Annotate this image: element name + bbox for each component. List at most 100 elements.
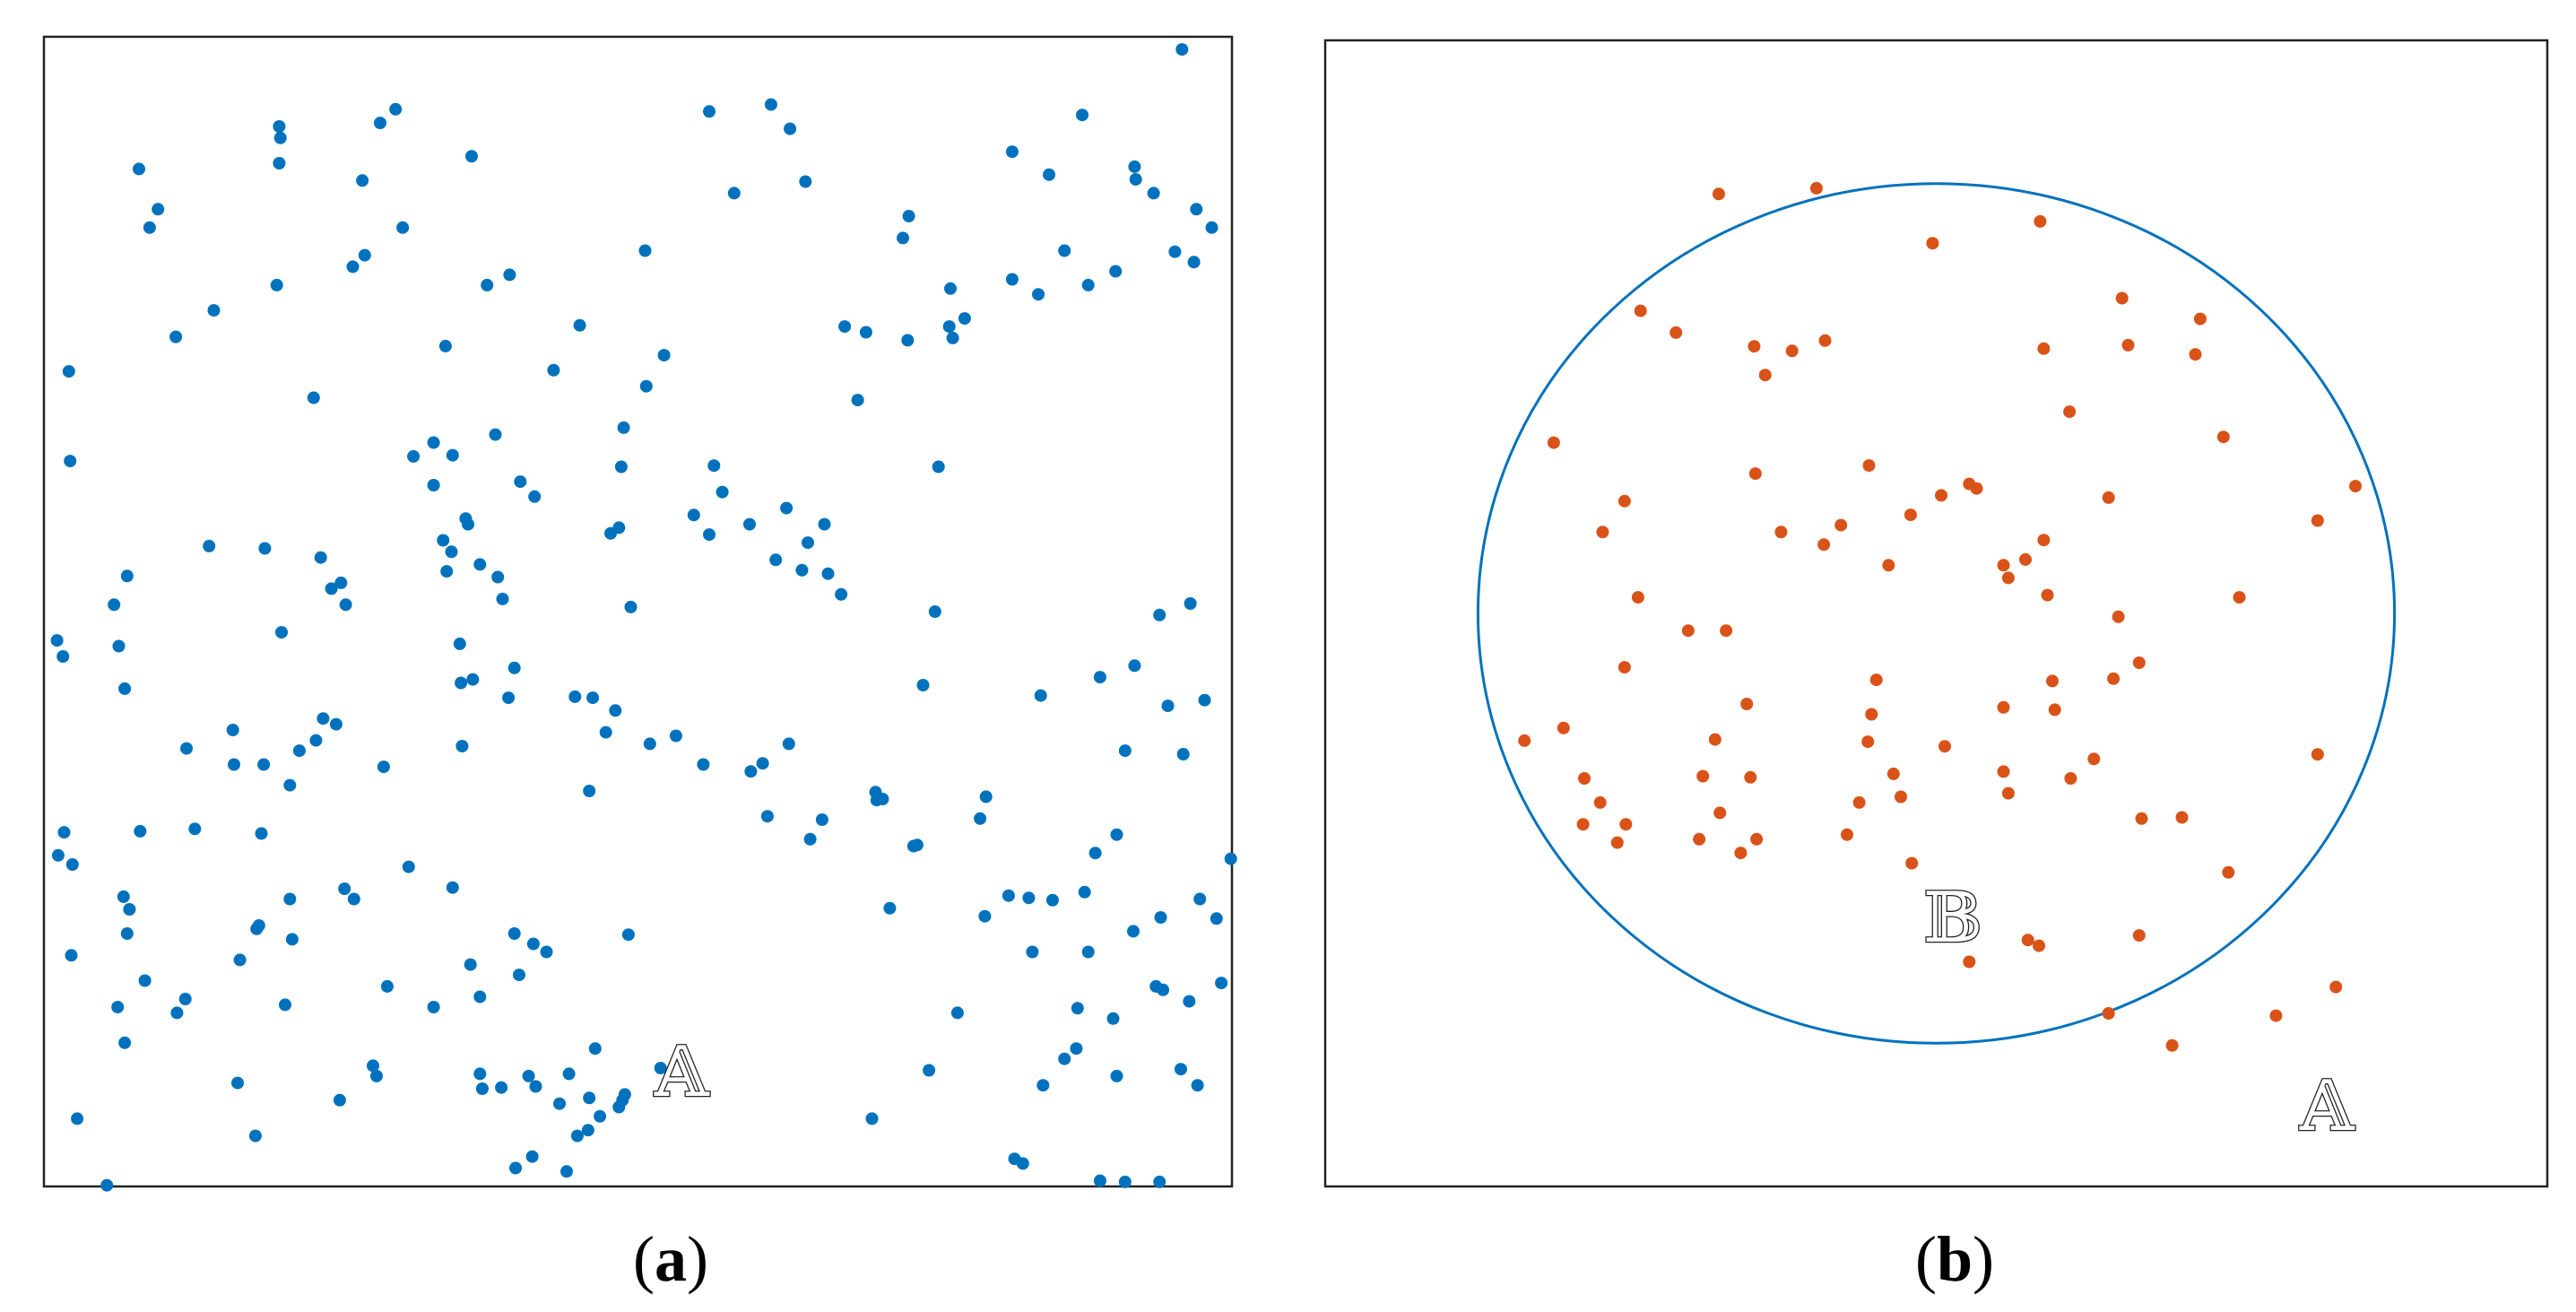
panel-a-point [339,598,352,612]
panel-a-point [226,724,239,736]
panel-a-point [455,740,469,752]
panel-a-point [528,490,542,503]
panel-a-point [1005,145,1019,159]
panel-b-point [2216,430,2230,444]
panel-b-point [2115,291,2129,305]
panel-b-point [1886,767,1900,780]
panel-a-point [50,634,64,647]
panel-a-point [446,881,459,894]
panel-a-point [178,993,192,1005]
panel-a-point [703,528,716,542]
panel-a-point [143,221,156,234]
panel-b-point [2063,405,2077,419]
panel-a-point [883,901,897,915]
panel-a-points [50,43,1237,1192]
panel-a-point [270,278,283,291]
panel-b-point [1834,518,1848,532]
panel-a-point [466,673,480,686]
panel-a-point [1210,912,1223,925]
panel-a-point [1128,659,1141,673]
panel-b-point [1817,538,1831,552]
panel-b-point [1785,344,1799,358]
panel-a-point [1036,1079,1050,1092]
panel-a-point [1161,699,1175,713]
panel-a-point [317,712,330,726]
panel-b-point [2189,348,2202,361]
panel-a-point [462,517,474,531]
panel-b-point [1693,832,1706,846]
panel-a-point [901,334,915,347]
panel-a-point [62,365,75,378]
panel-b-point [2019,552,2032,566]
panel-a-point [784,122,797,135]
panel-a-point [586,691,600,705]
panel-a-point [1153,608,1167,621]
panel-b-point [1905,856,1919,870]
panel-a-point [958,312,971,326]
panel-b-circle [1476,182,2397,1045]
panel-b-point [2311,514,2324,527]
panel-a-point [1110,1069,1123,1082]
panel-a-point [120,569,134,583]
panel-a-point [1032,288,1045,301]
panel-b-point [1744,770,1757,784]
panel-a-point [273,131,287,144]
panel-a-point [639,379,653,393]
panel-a-point [865,1112,879,1125]
panel-b-caption: (b) [1915,1223,1994,1295]
panel-a-point [334,576,348,589]
panel-a-point [942,320,956,334]
panel-a-point [897,231,909,245]
panel-a-point [118,1036,132,1049]
panel-b-inner-region-label: 𝔹 [1923,878,1982,959]
panel-a-point [950,1006,964,1020]
panel-a-point [906,839,920,853]
panel-a-point [367,1059,379,1073]
panel-a-point [248,1129,262,1143]
panel-a-point [916,679,930,691]
panel-a-point [902,210,915,222]
panel-a-point [514,475,527,489]
panel-a-point [1127,925,1140,938]
panel-b: 𝔹 𝔸 [1323,39,2549,1188]
panel-a-point [562,1067,576,1081]
panel-b-point [2165,1038,2179,1052]
panel-b-point [1935,489,1947,502]
panel-a-point [769,553,783,567]
panel-b-point [1593,795,1607,809]
panel-a-point [65,858,79,871]
panel-a-point [760,810,774,823]
panel-a-point [669,729,682,743]
panel-b-point [1734,847,1748,860]
panel-a-point [325,582,338,595]
panel-a-point [1175,1063,1187,1076]
panel-a-point [279,998,291,1012]
panel-a-point [654,1062,667,1074]
panel-a-point [111,1001,125,1013]
panel-b-point [2233,591,2246,604]
panel-a-point [1215,977,1228,990]
panel-a-point [120,927,134,940]
panel-b-point [2222,865,2235,879]
panel-a-point [51,848,65,862]
panel-b-point [1865,708,1878,721]
panel-b-point [2132,656,2146,669]
panel-a-point [1058,244,1071,257]
panel-a-point [802,536,814,550]
panel-a-point [427,436,440,449]
panel-a-point [703,105,716,118]
panel-a-point [744,765,758,778]
panel-b-point [1576,818,1590,831]
panel-a-point [440,565,454,578]
panel-a-point [978,909,992,923]
panel-a-point [1081,945,1095,959]
panel-b-point [2087,752,2101,766]
panel-a-point [1176,748,1190,760]
panel-a-point [1157,983,1170,996]
panel-a-point [507,927,521,940]
panel-a-point [974,812,987,825]
panel-b-point [1748,340,1761,353]
panel-b-point [1713,806,1727,820]
panel-b-point [1631,591,1644,604]
panel-b-point [2311,748,2324,761]
